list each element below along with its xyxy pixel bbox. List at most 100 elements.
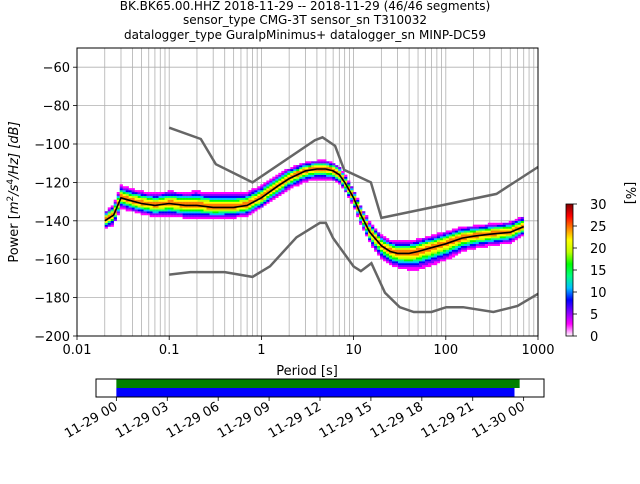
density-cell (407, 266, 411, 269)
density-cell (275, 176, 279, 179)
density-cell (323, 165, 327, 168)
density-cell (407, 251, 411, 254)
density-cell (398, 266, 402, 269)
density-cell (508, 240, 512, 243)
density-cell (257, 188, 261, 191)
density-cell (386, 247, 390, 250)
density-cell (218, 192, 222, 195)
density-cell (185, 209, 189, 212)
density-cell (508, 232, 512, 235)
coverage-bar-gaps (116, 388, 515, 397)
density-cell (404, 263, 408, 266)
density-cell (314, 165, 318, 168)
density-cell (448, 251, 453, 254)
density-cell (353, 205, 357, 208)
density-cell (245, 193, 249, 197)
density-cell (200, 216, 204, 220)
density-cell (200, 213, 204, 216)
density-cell (365, 232, 369, 235)
mode-line (104, 168, 525, 255)
density-cell (323, 172, 327, 175)
density-cell (266, 190, 270, 193)
density-cell (401, 253, 405, 256)
density-cell (395, 264, 399, 268)
density-cell (191, 192, 195, 195)
density-cell (173, 201, 177, 204)
density-cell (119, 186, 123, 189)
density-cell (407, 249, 411, 252)
density-cell (302, 180, 306, 183)
density-cell (469, 240, 474, 243)
timeline-tick-label: 11-29 15 (317, 399, 375, 441)
density-cell (347, 184, 351, 187)
density-cell (308, 163, 312, 166)
density-cell (191, 215, 195, 218)
density-cell (218, 197, 222, 200)
density-cell (305, 165, 309, 168)
density-cell (185, 216, 189, 220)
density-cell (371, 232, 375, 235)
density-cell (353, 195, 357, 198)
density-cell (116, 205, 120, 208)
density-cell (203, 211, 207, 214)
density-cell (272, 193, 276, 197)
density-cell (257, 201, 261, 204)
density-cell (344, 176, 348, 179)
density-cell (409, 264, 414, 268)
density-cell (161, 205, 165, 208)
density-cell (224, 203, 228, 206)
density-cell (134, 203, 138, 206)
density-cell (296, 170, 300, 173)
density-cell (185, 193, 189, 197)
density-cell (311, 167, 315, 170)
density-cell (197, 203, 201, 206)
density-cell (227, 203, 231, 206)
density-cell (167, 209, 171, 212)
density-cell (125, 199, 129, 202)
density-cell (227, 216, 231, 220)
density-cell (158, 211, 162, 214)
density-cell (275, 184, 279, 187)
density-cell (191, 209, 195, 212)
density-cell (293, 172, 297, 175)
density-cell (200, 195, 204, 198)
density-cell (320, 159, 324, 162)
density-cell (272, 182, 276, 185)
density-cell (158, 205, 162, 208)
density-cell (421, 240, 426, 243)
density-cell (182, 195, 186, 198)
density-cell (475, 243, 480, 246)
density-cell (152, 215, 156, 218)
density-cell (401, 240, 405, 243)
density-cell (466, 241, 471, 245)
density-cell (137, 199, 141, 202)
density-cell (113, 207, 117, 210)
density-cell (203, 193, 207, 197)
density-cell (158, 199, 162, 202)
density-cell (502, 226, 506, 229)
density-cell (305, 174, 309, 177)
density-cell (493, 228, 497, 231)
timeline-tick-label: 11-29 06 (164, 399, 222, 441)
density-cell (185, 199, 189, 202)
density-cell (146, 192, 150, 195)
density-cell (110, 222, 114, 225)
density-cell (514, 232, 518, 235)
density-cell (119, 205, 123, 208)
density-cell (197, 201, 201, 204)
density-cell (430, 241, 435, 245)
density-cell (439, 251, 444, 254)
density-cell (149, 215, 153, 218)
density-cell (344, 178, 348, 181)
density-cell (392, 255, 396, 258)
density-cell (119, 192, 123, 195)
density-cell (445, 251, 450, 254)
density-cell (404, 264, 408, 268)
density-cell (284, 190, 288, 193)
density-cell (197, 205, 201, 208)
density-cell (131, 201, 135, 204)
y-axis-label: Power [m2/s4/Hz] [dB] (6, 121, 22, 262)
high-noise-model-line (168, 126, 539, 220)
density-cell (233, 195, 237, 198)
density-cell (239, 211, 243, 214)
